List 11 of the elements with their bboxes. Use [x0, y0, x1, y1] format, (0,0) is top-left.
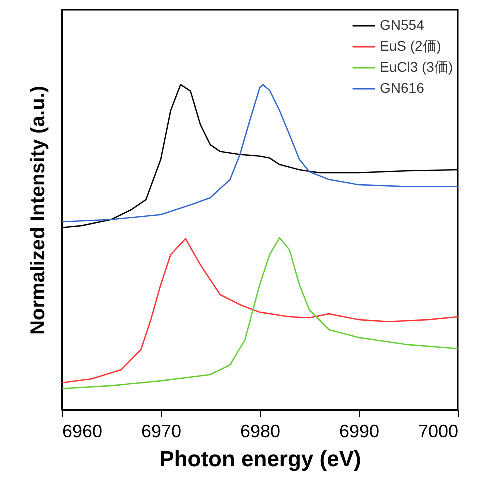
x-tick-label: 6970 [141, 422, 182, 442]
x-axis-title: Photon energy (eV) [160, 446, 362, 472]
x-tick-label: 7000 [418, 422, 458, 442]
x-tick-label: 6990 [339, 422, 380, 442]
legend-label: EuS (2価) [380, 38, 442, 54]
legend-label: GN554 [380, 17, 425, 33]
legend-label: GN616 [380, 80, 425, 96]
x-tick-label: 6980 [240, 422, 281, 442]
legend-label: EuCl3 (3価) [380, 59, 454, 75]
y-axis-title: Normalized Intensity (a.u.) [28, 86, 50, 335]
x-tick-label: 6960 [62, 422, 103, 442]
